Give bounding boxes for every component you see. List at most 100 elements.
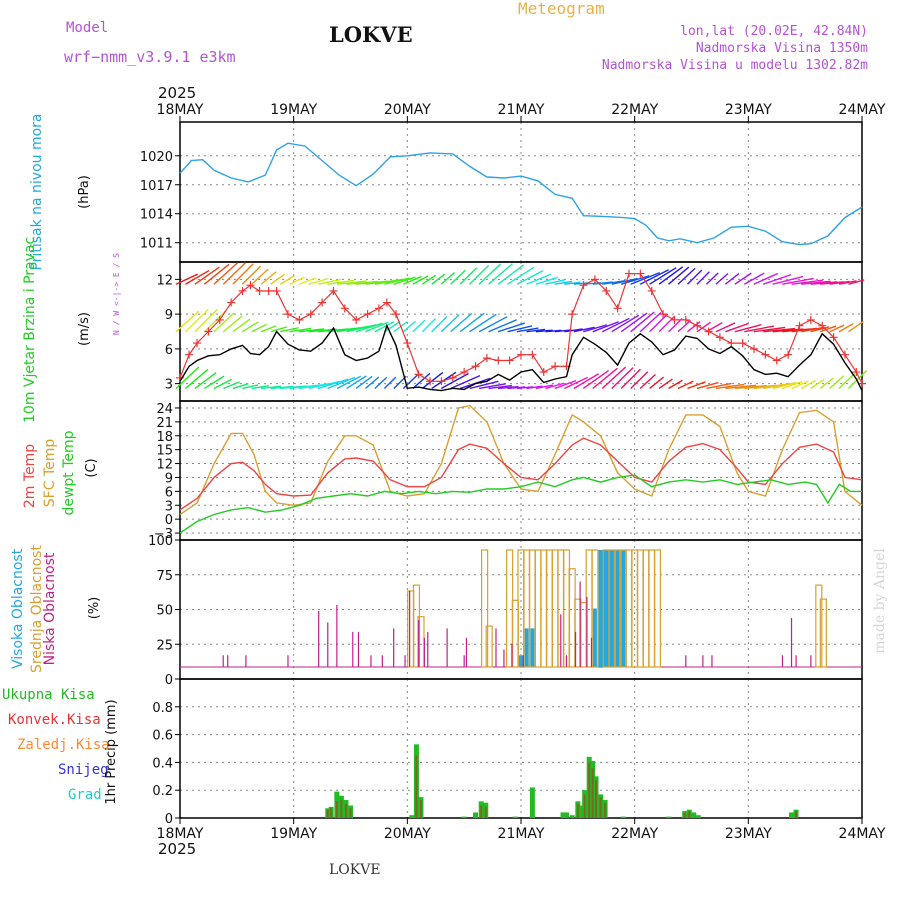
precip-total-bar (620, 816, 626, 818)
wind-arrow (450, 269, 466, 285)
wind-arrow (431, 316, 448, 333)
precip-total-bar (461, 816, 467, 818)
wind-arrow (535, 276, 559, 285)
wind-arrow (289, 276, 305, 285)
wind-arrow (781, 381, 803, 390)
wind-arrow (715, 322, 736, 333)
wind-arrow (810, 378, 825, 390)
wind-arrow (507, 266, 535, 285)
legend-total-rain: Ukupna Kisa (2, 687, 95, 703)
wind-arrow (507, 386, 526, 390)
wind-arrow (696, 321, 711, 333)
wind-gust-marker (448, 373, 457, 382)
wind-arrow (403, 275, 422, 285)
wind-gust-marker (255, 286, 264, 295)
wind-gust-marker (772, 356, 781, 365)
wind-arrow (734, 323, 762, 333)
wind-arrow (308, 380, 340, 390)
wind-arrow (526, 385, 543, 390)
wind-arrow (649, 376, 665, 390)
wind-arrow (535, 384, 553, 390)
wind-arrow (838, 280, 857, 285)
wind-gust-marker (193, 339, 202, 348)
wind-arrow (507, 325, 533, 333)
wind-gust-marker (340, 304, 349, 313)
wind-arrow (412, 372, 431, 389)
wind-gust-marker (227, 298, 236, 307)
wind-arrow (696, 381, 719, 390)
x-day-label-bottom: 24MAY (839, 826, 886, 842)
y-tick-label: 1011 (140, 237, 173, 252)
precip-conv-bar (415, 755, 418, 818)
precip-conv-bar (340, 799, 343, 818)
coordinates: lon,lat (20.02E, 42.84N) (680, 24, 868, 39)
wind-gust-marker (795, 321, 804, 330)
wind-arrow (668, 379, 683, 390)
wind-arrow (412, 275, 429, 285)
chart-title: Meteogram (518, 0, 605, 18)
cloud-mid-bar (591, 549, 599, 668)
wind-arrow (772, 275, 804, 285)
wind-gust-marker (761, 350, 770, 359)
cloud-high-bar (592, 608, 597, 667)
wind-gust-marker (264, 286, 273, 295)
wind-arrow (355, 375, 373, 390)
wind-arrow (317, 378, 349, 390)
wind-arrow (516, 386, 534, 390)
x-day-label-bottom: 20MAY (384, 826, 431, 842)
model-name: wrf−nmm_v3.9.1 e3km (64, 48, 236, 66)
wind-gust-marker (551, 362, 560, 371)
precip-conv-bar (588, 762, 591, 818)
wind-arrow (251, 385, 270, 390)
cloud-high-bar (615, 550, 620, 667)
y-tick-label: 21 (156, 416, 173, 431)
wind-arrow (497, 264, 525, 285)
y-tick-label: 12 (156, 273, 173, 288)
y-tick-label: 0 (165, 673, 173, 688)
wind-arrow (819, 377, 834, 390)
y-tick-label: 0.2 (152, 784, 173, 799)
wind-arrow (222, 262, 247, 285)
cloud-mid-bar (815, 584, 823, 668)
wind-arrow (469, 380, 499, 390)
wind-arrow (488, 263, 513, 285)
wind-arrow (744, 325, 775, 333)
wind-arrow (848, 320, 864, 333)
wind-arrow (232, 318, 251, 333)
y-tick-label: 12 (156, 458, 173, 473)
wind-gust-marker (636, 269, 645, 278)
wind-arrow (223, 381, 240, 390)
wind-arrow (280, 327, 299, 333)
wind-arrow (450, 312, 473, 333)
wind-arrow (175, 366, 200, 389)
panel-frame (179, 678, 863, 819)
wind-gust-marker (283, 310, 292, 319)
x-day-label-bottom: 22MAY (611, 826, 658, 842)
wind-arrow (346, 280, 378, 285)
wind-gust-marker (647, 286, 656, 295)
wind-arrow (791, 279, 823, 285)
wind-arrow (213, 312, 235, 333)
wind-arrow (800, 379, 816, 390)
wind-arrow (734, 272, 752, 285)
y-tick-label: 25 (156, 638, 173, 653)
legend-frz-rain: Zaledj.Kisa (17, 737, 110, 753)
wind-gust-marker (215, 315, 224, 324)
model-label: Model (66, 20, 109, 36)
y-tick-label: −3 (154, 527, 173, 542)
wind-arrow (772, 381, 797, 390)
wind-gust-marker (426, 377, 435, 386)
precip-conv-bar (591, 767, 594, 818)
wind-arrow (545, 329, 562, 333)
wind-gust-marker (539, 368, 548, 377)
x-day-label-top: 19MAY (270, 102, 317, 118)
wind-arrow (317, 278, 342, 285)
wind-gust-marker (363, 310, 372, 319)
wind-arrow (592, 321, 619, 333)
wind-arrow (838, 372, 856, 389)
wind-arrow (175, 273, 199, 285)
wind-gust-marker (852, 368, 861, 377)
wind-arrow (649, 313, 669, 333)
wind-gust-marker (784, 350, 793, 359)
